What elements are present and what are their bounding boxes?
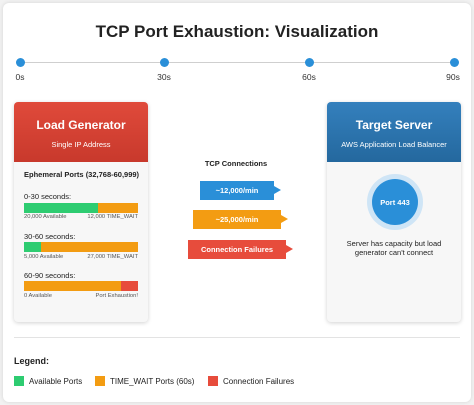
arrow-label: Connection Failures <box>200 245 274 254</box>
arrow-head-icon <box>286 245 293 253</box>
load-generator-title: Load Generator <box>36 118 126 132</box>
port-bar-0 <box>24 203 138 213</box>
timeline-label-0: 0s <box>15 72 25 82</box>
timeline-dot-0 <box>16 58 25 67</box>
legend-item-available: Available Ports <box>14 376 82 386</box>
arrow-head-icon <box>281 215 288 223</box>
bar-caption-right: 27,000 TIME_WAIT <box>87 254 138 260</box>
port-bar-1 <box>24 242 138 252</box>
legend-swatch <box>208 376 218 386</box>
legend-item-time-wait: TIME_WAIT Ports (60s) <box>95 376 194 386</box>
legend-swatch <box>14 376 24 386</box>
target-server-title: Target Server <box>355 118 433 132</box>
target-server-description: Server has capacity but load generator c… <box>346 239 442 257</box>
bar-caption-left: 20,000 Available <box>24 214 67 220</box>
bar-caption-2: 0 Available Port Exhaustion! <box>24 293 138 299</box>
legend-item-failures: Connection Failures <box>208 376 294 386</box>
legend-divider <box>14 337 460 338</box>
available-segment <box>24 203 99 213</box>
load-generator-subtitle: Single IP Address <box>51 140 111 149</box>
legend-label: Connection Failures <box>223 376 295 386</box>
connection-failures-arrow: Connection Failures <box>188 240 293 259</box>
connection-arrow-rate-2: ~25,000/min <box>193 210 288 229</box>
ephemeral-ports-title: Ephemeral Ports (32,768-60,999) <box>24 170 140 179</box>
bar-caption-left: 0 Available <box>24 293 52 299</box>
legend-label: Available Ports <box>29 376 83 386</box>
bar-caption-0: 20,000 Available 12,000 TIME_WAIT <box>24 214 138 220</box>
connections-title: TCP Connections <box>204 159 268 168</box>
timeline-label-3: 90s <box>446 72 460 82</box>
timeline-dot-1 <box>160 58 169 67</box>
target-server-panel: Target Server AWS Application Load Balan… <box>327 102 461 322</box>
slot-label-2: 60-90 seconds: <box>24 271 76 280</box>
bar-caption-1: 5,000 Available 27,000 TIME_WAIT <box>24 254 138 260</box>
slot-label-1: 30-60 seconds: <box>24 232 76 241</box>
legend-swatch <box>95 376 105 386</box>
connection-arrow-rate-1: ~12,000/min <box>200 181 281 200</box>
diagram-title: TCP Port Exhaustion: Visualization <box>95 22 379 41</box>
arrow-head-icon <box>274 186 281 194</box>
legend-title: Legend: <box>14 356 49 366</box>
time-wait-segment <box>98 203 138 213</box>
time-wait-segment <box>24 281 121 291</box>
port-ring: Port 443 <box>367 174 423 230</box>
timeline-axis <box>20 62 454 63</box>
timeline-dot-2 <box>305 58 314 67</box>
port-bar-2 <box>24 281 138 291</box>
legend-label: TIME_WAIT Ports (60s) <box>110 376 195 386</box>
bar-caption-right: Port Exhaustion! <box>95 293 138 299</box>
timeline-label-2: 60s <box>302 72 316 82</box>
arrow-label: ~12,000/min <box>215 186 259 195</box>
time-wait-segment <box>41 242 138 252</box>
load-generator-panel: Load Generator Single IP Address Ephemer… <box>14 102 148 322</box>
timeline-dot-3 <box>450 58 459 67</box>
slot-label-0: 0-30 seconds: <box>24 192 72 201</box>
bar-caption-right: 12,000 TIME_WAIT <box>87 214 138 220</box>
timeline-label-1: 30s <box>157 72 171 82</box>
port-443-circle: Port 443 <box>372 179 418 225</box>
available-segment <box>24 242 42 252</box>
arrow-label: ~25,000/min <box>215 215 259 224</box>
bar-caption-left: 5,000 Available <box>24 254 64 260</box>
failure-segment <box>120 281 138 291</box>
load-generator-header: Load Generator Single IP Address <box>14 102 148 162</box>
target-server-subtitle: AWS Application Load Balancer <box>341 140 447 149</box>
target-server-header: Target Server AWS Application Load Balan… <box>327 102 461 162</box>
